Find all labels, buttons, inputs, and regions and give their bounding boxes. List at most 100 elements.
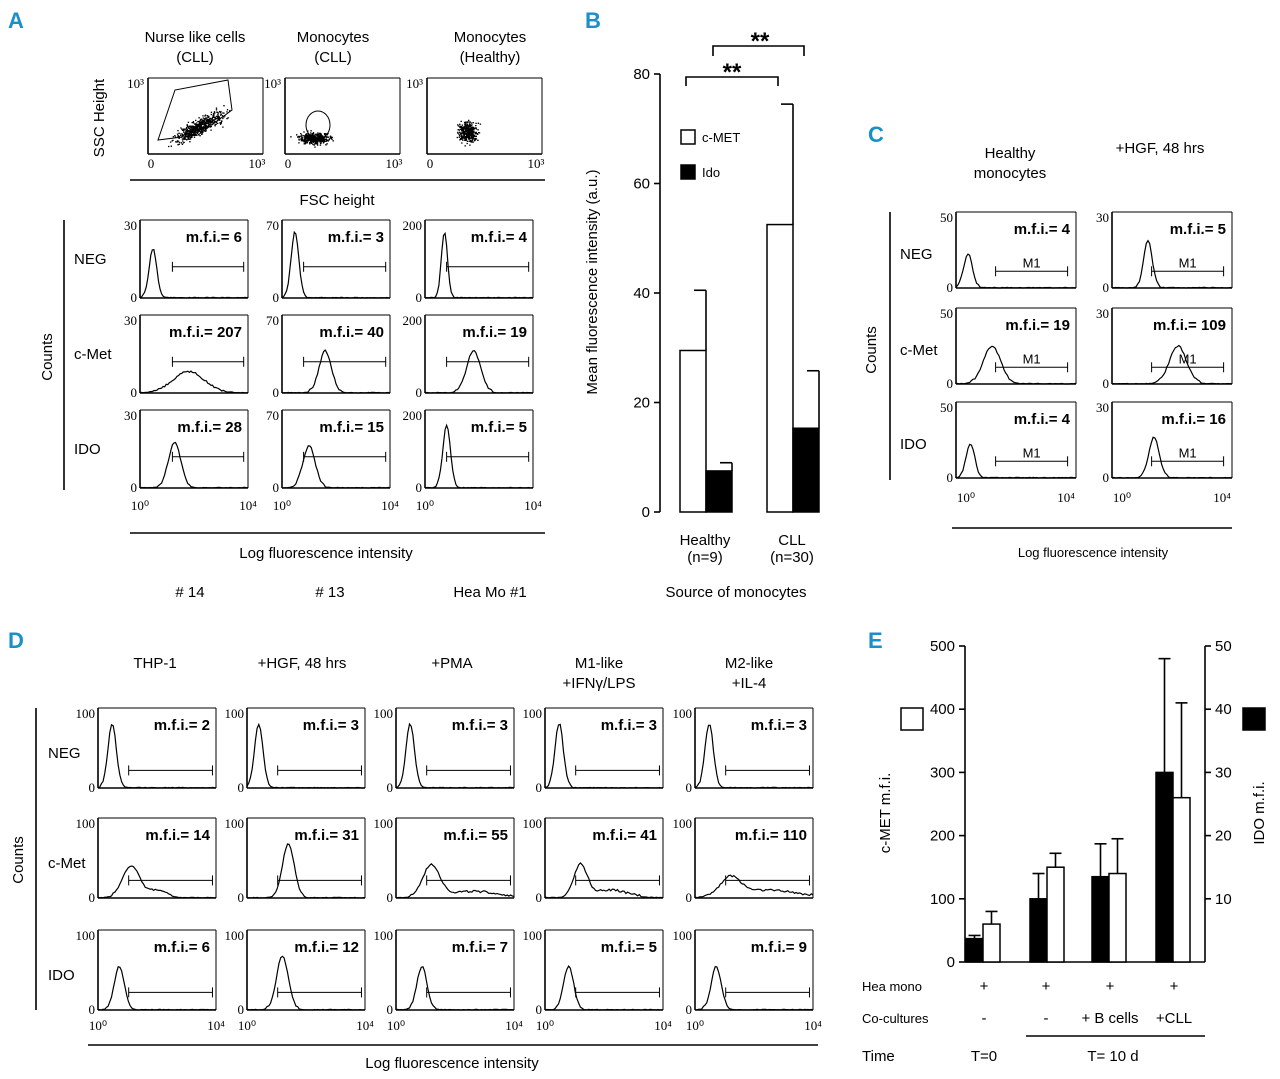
- a-sample-0: # 14: [175, 584, 204, 601]
- d-hist-1-1-curve: [247, 843, 366, 899]
- a-hist-1-2-y0-label: 0: [416, 385, 423, 400]
- a-hist-0-0-ymax-label: 30: [124, 218, 137, 233]
- c-hist-0-0-ymax-label: 50: [940, 210, 953, 225]
- c-row-label-1: c-Met: [900, 342, 938, 359]
- d-hist-0-4-y0-label: 0: [686, 780, 693, 795]
- b-xlabel: Source of monocytes: [666, 584, 807, 601]
- e-coculture-0: -: [982, 1010, 987, 1027]
- a-hist-2-2-y0-label: 0: [416, 480, 423, 495]
- e-hea-mono-2: +: [1106, 978, 1115, 995]
- d-x-low-1: 10⁰: [238, 1018, 256, 1033]
- c-hist-2-0-y0-label: 0: [947, 470, 954, 485]
- d-hist-0-0-ymax-label: 100: [76, 706, 96, 721]
- d-x-high-1: 10⁴: [356, 1018, 374, 1033]
- d-hist-2-4-y0-label: 0: [686, 1002, 693, 1017]
- scatter-gate-1: [305, 110, 331, 140]
- scatter-subtitle-2: (Healthy): [460, 49, 521, 66]
- d-col-title-2: +PMA: [431, 655, 472, 672]
- a-xlabel: Log fluorescence intensity: [239, 545, 413, 562]
- c-hist-2-0-mfi: m.f.i.= 4: [1014, 411, 1071, 428]
- a-hist-1-0-y0-label: 0: [131, 385, 138, 400]
- scatter-y-high-2: 10³: [406, 76, 423, 91]
- d-hist-2-3-y0-label: 0: [536, 1002, 543, 1017]
- d-hist-0-4-curve: [694, 724, 814, 789]
- a-hist-2-1-mfi: m.f.i.= 15: [319, 419, 384, 436]
- scatter-x-high-2: 10³: [528, 156, 545, 171]
- d-hist-1-2-ymax-label: 100: [374, 816, 394, 831]
- e-ytick-left-label-0: 0: [947, 954, 955, 971]
- d-col-subtitle-3: +IFNγ/LPS: [563, 675, 636, 692]
- e-bar-IDO-3: [1172, 796, 1191, 963]
- a-hist-0-0-mfi: m.f.i.= 6: [186, 229, 242, 246]
- b-bar-c-MET-0: [679, 349, 707, 513]
- d-hist-2-4-ymax-label: 100: [673, 928, 693, 943]
- a-hist-1-2-ymax-label: 200: [403, 313, 423, 328]
- panel-c-letter: C: [868, 122, 884, 147]
- d-hist-2-4-mfi: m.f.i.= 9: [751, 939, 807, 956]
- e-hea-mono-1: +: [1042, 978, 1051, 995]
- e-bar-c-MET-3: [1155, 771, 1174, 963]
- c-x-high-1: 10⁴: [1213, 490, 1231, 505]
- d-x-low-2: 10⁰: [387, 1018, 405, 1033]
- a-hist-2-0-y0-label: 0: [131, 480, 138, 495]
- d-counts-label: Counts: [10, 836, 27, 884]
- d-hist-1-3-mfi: m.f.i.= 41: [592, 827, 657, 844]
- d-hist-0-2-mfi: m.f.i.= 3: [452, 717, 508, 734]
- d-hist-2-3-ymax-label: 100: [523, 928, 543, 943]
- a-hist-0-2-curve: [424, 231, 534, 299]
- b-legend-label-1: Ido: [702, 165, 720, 180]
- scatter-gate-0: [157, 79, 233, 141]
- a-hist-1-2-mfi: m.f.i.= 19: [462, 324, 527, 341]
- a-hist-1-1-ymax-label: 70: [266, 313, 279, 328]
- a-hist-0-0-y0-label: 0: [131, 290, 138, 305]
- e-ytick-right-label-1: 20: [1215, 828, 1232, 845]
- c-hist-1-1-y0-label: 0: [1103, 376, 1110, 391]
- d-hist-1-4-ymax-label: 100: [673, 816, 693, 831]
- b-bar-Ido-1: [792, 427, 820, 513]
- c-hist-2-1-mfi: m.f.i.= 16: [1161, 411, 1226, 428]
- scatter-x-low-2: 0: [427, 156, 434, 171]
- c-col-title-0b: monocytes: [974, 165, 1047, 182]
- d-hist-1-3-ymax-label: 100: [523, 816, 543, 831]
- d-hist-2-1-y0-label: 0: [238, 1002, 245, 1017]
- e-ytick-left-label-3: 300: [930, 764, 955, 781]
- d-hist-0-2-curve: [395, 722, 515, 789]
- d-hist-1-2-curve: [395, 862, 515, 899]
- a-x-high-0: 10⁴: [239, 498, 257, 513]
- scatter-xlabel: FSC height: [299, 192, 375, 209]
- panel-e-letter: E: [868, 628, 883, 653]
- c-hist-0-0-curve: [955, 253, 1077, 289]
- e-bar-c-MET-1: [1029, 898, 1048, 963]
- e-bar-IDO-1: [1046, 866, 1065, 963]
- b-ytick-label-1: 20: [633, 395, 650, 412]
- d-hist-0-4-ymax-label: 100: [673, 706, 693, 721]
- e-time-1: T= 10 d: [1087, 1048, 1138, 1065]
- c-hist-1-1-curve: [1111, 344, 1232, 385]
- c-hist-0-0-mfi: m.f.i.= 4: [1014, 221, 1071, 238]
- d-hist-1-2-y0-label: 0: [387, 890, 394, 905]
- c-hist-0-0-gate-label: M1: [1023, 255, 1041, 270]
- b-ytick-label-2: 40: [633, 285, 650, 302]
- d-hist-0-3-curve: [544, 723, 664, 789]
- d-hist-0-2-y0-label: 0: [387, 780, 394, 795]
- d-hist-0-3-mfi: m.f.i.= 3: [601, 717, 657, 734]
- b-ytick-label-0: 0: [642, 504, 650, 521]
- e-ytick-left-label-2: 200: [930, 828, 955, 845]
- scatter-x-high-0: 10³: [249, 156, 266, 171]
- d-hist-1-0-ymax-label: 100: [76, 816, 96, 831]
- scatter-dots-2: [456, 119, 482, 147]
- d-x-high-0: 10⁴: [207, 1018, 225, 1033]
- d-row-label-0: NEG: [48, 745, 81, 762]
- a-counts-label: Counts: [39, 333, 56, 381]
- d-x-low-3: 10⁰: [536, 1018, 554, 1033]
- d-hist-2-3-mfi: m.f.i.= 5: [601, 939, 657, 956]
- a-x-low-0: 10⁰: [131, 498, 149, 513]
- c-hist-0-0-y0-label: 0: [947, 280, 954, 295]
- d-hist-0-0-curve: [97, 723, 217, 789]
- b-sig-0: **: [723, 59, 742, 86]
- b-legend-swatch-1: [680, 164, 696, 180]
- d-hist-1-3-y0-label: 0: [536, 890, 543, 905]
- a-hist-0-2-y0-label: 0: [416, 290, 423, 305]
- c-hist-0-1-mfi: m.f.i.= 5: [1170, 221, 1226, 238]
- scatter-y-high-1: 10³: [264, 76, 281, 91]
